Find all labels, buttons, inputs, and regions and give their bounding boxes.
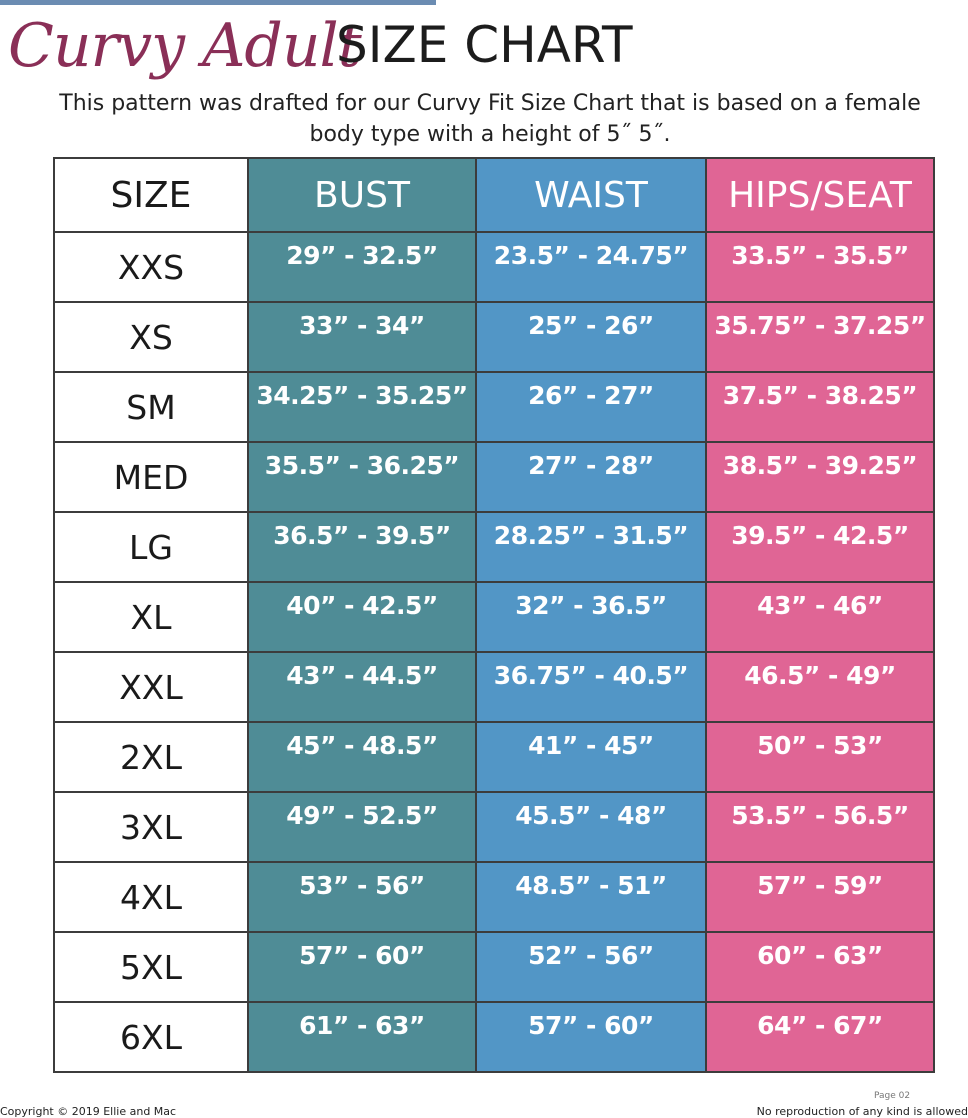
hips-cell: 35.75” - 37.25” <box>705 301 935 373</box>
waist-cell: 26” - 27” <box>475 371 707 443</box>
table-row: SM 34.25” - 35.25” 26” - 27” 37.5” - 38.25” <box>53 371 935 443</box>
bust-cell: 45” - 48.5” <box>247 721 477 793</box>
hips-cell: 39.5” - 42.5” <box>705 511 935 583</box>
table-body: XXS 29” - 32.5” 23.5” - 24.75” 33.5” - 35.5… <box>53 231 935 1073</box>
hips-cell: 33.5” - 35.5” <box>705 231 935 303</box>
table-row: 5XL 57” - 60” 52” - 56” 60” - 63” <box>53 931 935 1003</box>
top-accent-bar <box>0 0 436 5</box>
column-header-hips: HIPS/SEAT <box>705 157 935 233</box>
footer-copyright: Copyright © 2019 Ellie and Mac <box>0 1105 177 1118</box>
waist-cell: 52” - 56” <box>475 931 707 1003</box>
size-cell: XXS <box>53 231 249 303</box>
hips-cell: 57” - 59” <box>705 861 935 933</box>
waist-cell: 32” - 36.5” <box>475 581 707 653</box>
bust-cell: 29” - 32.5” <box>247 231 477 303</box>
hips-cell: 60” - 63” <box>705 931 935 1003</box>
table-row: 6XL 61” - 63” 57” - 60” 64” - 67” <box>53 1001 935 1073</box>
waist-cell: 28.25” - 31.5” <box>475 511 707 583</box>
table-row: XS 33” - 34” 25” - 26” 35.75” - 37.25” <box>53 301 935 373</box>
hips-cell: 46.5” - 49” <box>705 651 935 723</box>
bust-cell: 40” - 42.5” <box>247 581 477 653</box>
waist-cell: 25” - 26” <box>475 301 707 373</box>
page-title: SIZE CHART <box>336 16 633 74</box>
size-cell: 6XL <box>53 1001 249 1073</box>
table-row: 4XL 53” - 56” 48.5” - 51” 57” - 59” <box>53 861 935 933</box>
footer-notice: No reproduction of any kind is allowed <box>756 1105 968 1118</box>
page-number: Page 02 <box>874 1091 911 1101</box>
table-row: MED 35.5” - 36.25” 27” - 28” 38.5” - 39.25” <box>53 441 935 513</box>
waist-cell: 23.5” - 24.75” <box>475 231 707 303</box>
waist-cell: 36.75” - 40.5” <box>475 651 707 723</box>
hips-cell: 37.5” - 38.25” <box>705 371 935 443</box>
subtitle: This pattern was drafted for our Curvy F… <box>20 88 960 150</box>
bust-cell: 35.5” - 36.25” <box>247 441 477 513</box>
size-cell: 5XL <box>53 931 249 1003</box>
size-cell: XXL <box>53 651 249 723</box>
hips-cell: 43” - 46” <box>705 581 935 653</box>
bust-cell: 34.25” - 35.25” <box>247 371 477 443</box>
table-row: XXS 29” - 32.5” 23.5” - 24.75” 33.5” - 35.5… <box>53 231 935 303</box>
bust-cell: 36.5” - 39.5” <box>247 511 477 583</box>
table-row: XL 40” - 42.5” 32” - 36.5” 43” - 46” <box>53 581 935 653</box>
column-header-bust: BUST <box>247 157 477 233</box>
column-header-size: SIZE <box>53 157 249 233</box>
subtitle-line-1: This pattern was drafted for our Curvy F… <box>59 91 921 116</box>
script-title: Curvy Adult <box>8 11 362 81</box>
bust-cell: 43” - 44.5” <box>247 651 477 723</box>
bust-cell: 49” - 52.5” <box>247 791 477 863</box>
table-row: 3XL 49” - 52.5” 45.5” - 48” 53.5” - 56.5” <box>53 791 935 863</box>
size-cell: XS <box>53 301 249 373</box>
size-cell: SM <box>53 371 249 443</box>
waist-cell: 27” - 28” <box>475 441 707 513</box>
waist-cell: 45.5” - 48” <box>475 791 707 863</box>
bust-cell: 57” - 60” <box>247 931 477 1003</box>
bust-cell: 61” - 63” <box>247 1001 477 1073</box>
table-header-row: SIZE BUST WAIST HIPS/SEAT <box>53 157 935 233</box>
waist-cell: 57” - 60” <box>475 1001 707 1073</box>
hips-cell: 64” - 67” <box>705 1001 935 1073</box>
size-cell: 3XL <box>53 791 249 863</box>
size-cell: 2XL <box>53 721 249 793</box>
hips-cell: 38.5” - 39.25” <box>705 441 935 513</box>
table-row: XXL 43” - 44.5” 36.75” - 40.5” 46.5” - 49” <box>53 651 935 723</box>
waist-cell: 41” - 45” <box>475 721 707 793</box>
column-header-waist: WAIST <box>475 157 707 233</box>
size-chart-table: SIZE BUST WAIST HIPS/SEAT XXS 29” - 32.5”… <box>53 157 935 1073</box>
title-row: Curvy Adult SIZE CHART <box>0 2 968 92</box>
size-cell: XL <box>53 581 249 653</box>
waist-cell: 48.5” - 51” <box>475 861 707 933</box>
hips-cell: 53.5” - 56.5” <box>705 791 935 863</box>
bust-cell: 33” - 34” <box>247 301 477 373</box>
bust-cell: 53” - 56” <box>247 861 477 933</box>
table-row: LG 36.5” - 39.5” 28.25” - 31.5” 39.5” - 42.… <box>53 511 935 583</box>
hips-cell: 50” - 53” <box>705 721 935 793</box>
size-cell: 4XL <box>53 861 249 933</box>
subtitle-line-2: body type with a height of 5˝ 5˝. <box>309 122 671 147</box>
table-row: 2XL 45” - 48.5” 41” - 45” 50” - 53” <box>53 721 935 793</box>
size-cell: LG <box>53 511 249 583</box>
size-cell: MED <box>53 441 249 513</box>
